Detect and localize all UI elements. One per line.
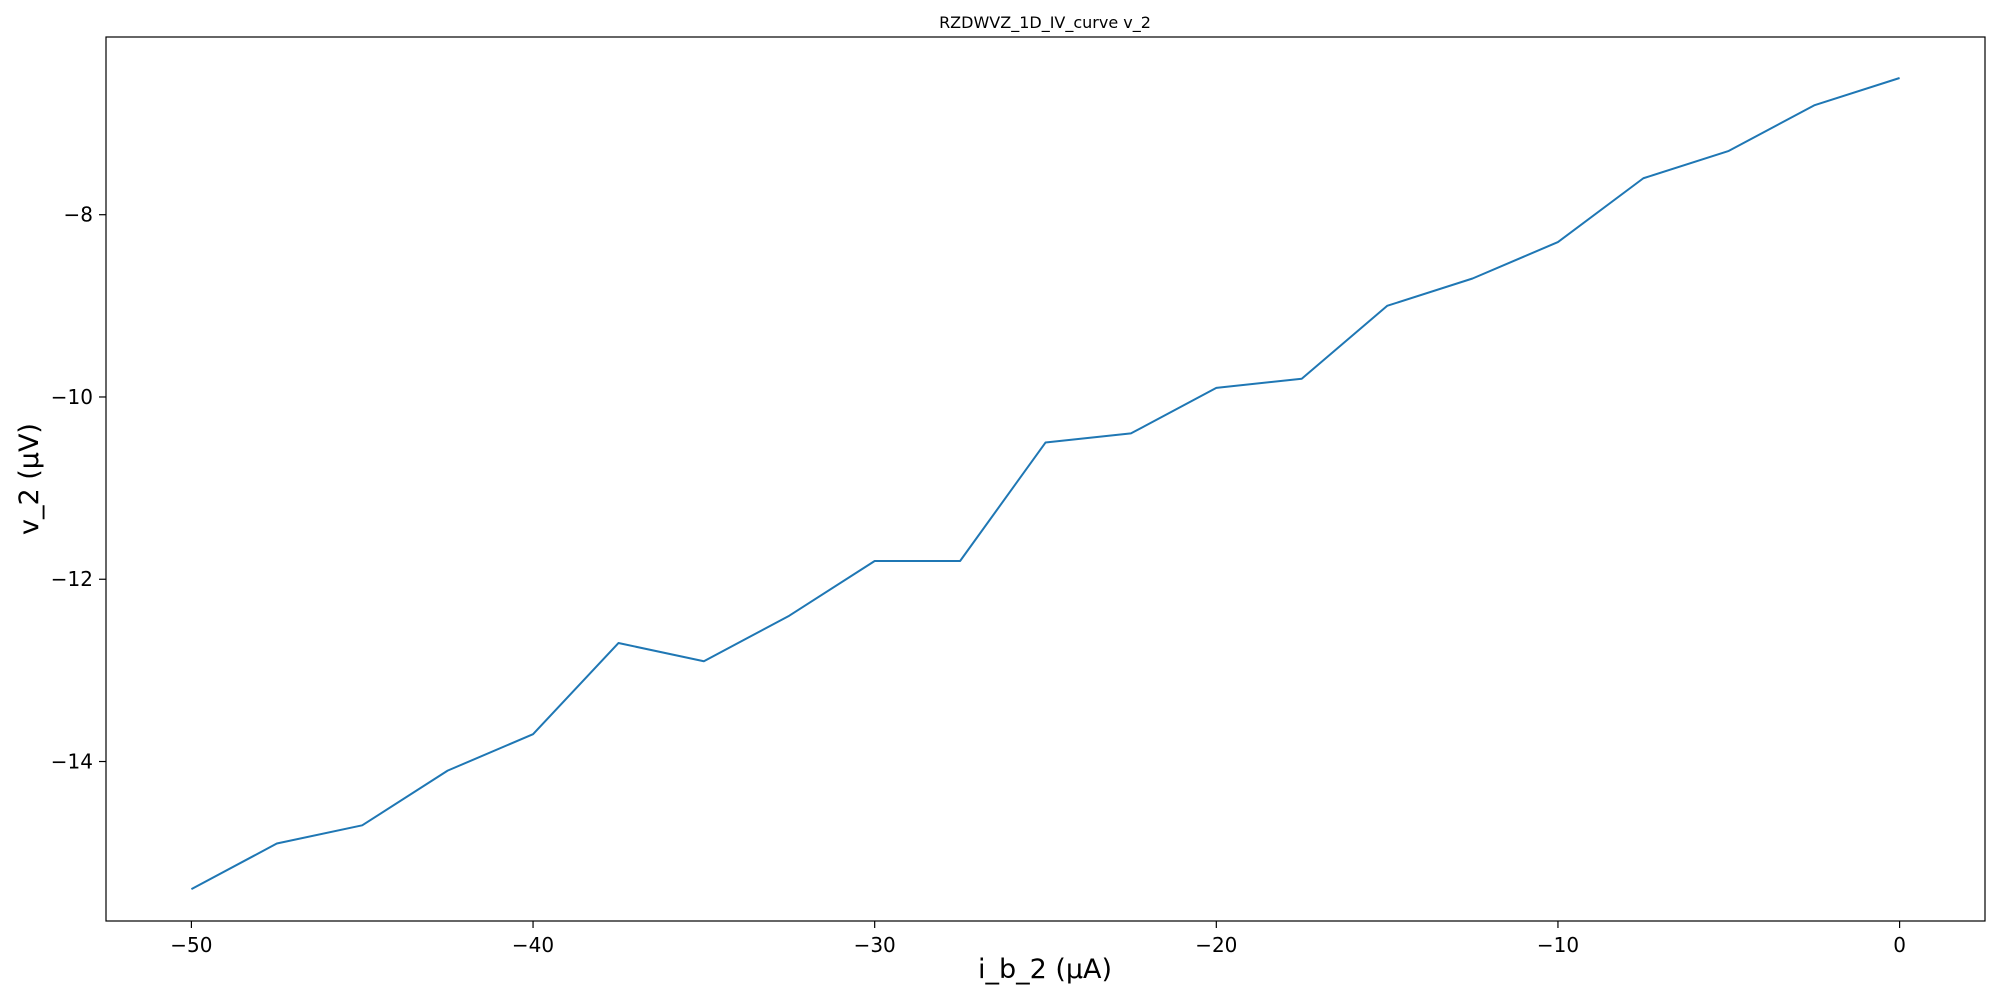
x-tick-label: −10: [1537, 933, 1579, 957]
x-tick-label: −50: [170, 933, 212, 957]
x-tick-label: −30: [854, 933, 896, 957]
y-tick-label: −10: [51, 385, 93, 409]
y-axis: −8 −10 −12 −14: [51, 203, 106, 774]
y-tick-label: −12: [51, 567, 93, 591]
y-tick-label: −8: [64, 203, 93, 227]
y-axis-label: v_2 (μV): [14, 423, 45, 535]
chart-title: RZDWVZ_1D_IV_curve v_2: [939, 13, 1151, 33]
x-axis-label: i_b_2 (μA): [978, 954, 1112, 985]
x-tick-label: 0: [1893, 933, 1906, 957]
x-tick-label: −20: [1195, 933, 1237, 957]
x-tick-label: −40: [512, 933, 554, 957]
plot-area-frame: [105, 36, 1986, 922]
series-layer: [190, 77, 1900, 890]
series-line: [190, 77, 1900, 890]
y-tick-label: −14: [51, 750, 93, 774]
x-axis: −50 −40 −30 −20 −10 0: [170, 921, 1906, 957]
